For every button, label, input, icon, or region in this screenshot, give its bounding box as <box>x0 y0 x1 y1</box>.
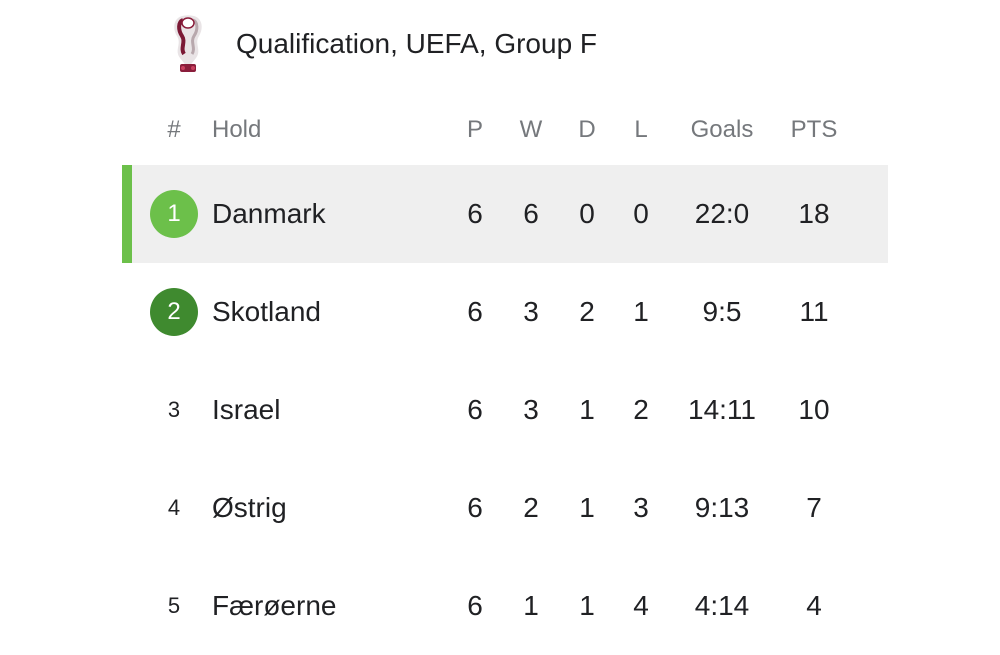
column-header-goals: Goals <box>690 116 754 143</box>
lost-value: 1 <box>633 296 649 327</box>
team-name[interactable]: Israel <box>212 394 281 425</box>
lost-value: 4 <box>633 590 649 621</box>
selected-row-indicator <box>122 165 132 263</box>
table-row[interactable]: 4 Østrig 6 2 1 3 9:13 7 <box>122 459 888 557</box>
rank-number: 4 <box>167 495 181 520</box>
column-header-team: Hold <box>212 116 262 143</box>
table-row[interactable]: 5 Færøerne 6 1 1 4 4:14 4 <box>122 557 888 655</box>
played-value: 6 <box>467 296 483 327</box>
drawn-value: 2 <box>579 296 595 327</box>
page-title: Qualification, UEFA, Group F <box>236 28 598 59</box>
lost-value: 2 <box>633 394 649 425</box>
won-value: 3 <box>523 394 539 425</box>
table-row[interactable]: 3 Israel 6 3 1 2 14:11 10 <box>122 361 888 459</box>
app-header: Qualification, UEFA, Group F <box>0 0 1000 90</box>
drawn-value: 0 <box>579 198 595 229</box>
drawn-value: 1 <box>579 590 595 621</box>
column-header-points: PTS <box>790 116 838 143</box>
rank-number: 5 <box>167 593 181 618</box>
team-name[interactable]: Færøerne <box>212 590 337 621</box>
played-value: 6 <box>467 492 483 523</box>
won-value: 2 <box>523 492 539 523</box>
column-header-won: W <box>519 116 543 143</box>
points-value: 7 <box>806 492 822 523</box>
lost-value: 3 <box>633 492 649 523</box>
team-name[interactable]: Skotland <box>212 296 321 327</box>
column-header-rank: # <box>167 116 181 143</box>
won-value: 1 <box>523 590 539 621</box>
won-value: 3 <box>523 296 539 327</box>
goals-value: 9:5 <box>702 296 742 327</box>
points-value: 18 <box>798 198 830 229</box>
lost-value: 0 <box>633 198 649 229</box>
world-cup-trophy-logo-icon <box>174 15 202 72</box>
team-name[interactable]: Danmark <box>212 198 326 229</box>
won-value: 6 <box>523 198 539 229</box>
rank-number: 3 <box>167 397 181 422</box>
column-header-played: P <box>466 116 483 143</box>
rank-badge: 2 <box>150 288 198 336</box>
table-header-row: # Hold P W D L Goals PTS <box>122 108 888 152</box>
table-row[interactable]: 1 Danmark 6 6 0 0 22:0 18 <box>122 165 888 263</box>
points-value: 10 <box>798 394 830 425</box>
played-value: 6 <box>467 590 483 621</box>
goals-value: 4:14 <box>694 590 750 621</box>
rank-badge: 1 <box>150 190 198 238</box>
points-value: 4 <box>806 590 822 621</box>
played-value: 6 <box>467 394 483 425</box>
rank-cell: 2 <box>144 263 204 361</box>
rank-cell: 1 <box>144 165 204 263</box>
goals-value: 14:11 <box>688 394 756 425</box>
goals-value: 22:0 <box>694 198 750 229</box>
goals-value: 9:13 <box>694 492 750 523</box>
table-row[interactable]: 2 Skotland 6 3 2 1 9:5 11 <box>122 263 888 361</box>
played-value: 6 <box>467 198 483 229</box>
drawn-value: 1 <box>579 394 595 425</box>
column-header-lost: L <box>634 116 648 143</box>
points-value: 11 <box>799 296 829 327</box>
team-name[interactable]: Østrig <box>212 492 287 523</box>
drawn-value: 1 <box>579 492 595 523</box>
column-header-drawn: D <box>578 116 596 143</box>
